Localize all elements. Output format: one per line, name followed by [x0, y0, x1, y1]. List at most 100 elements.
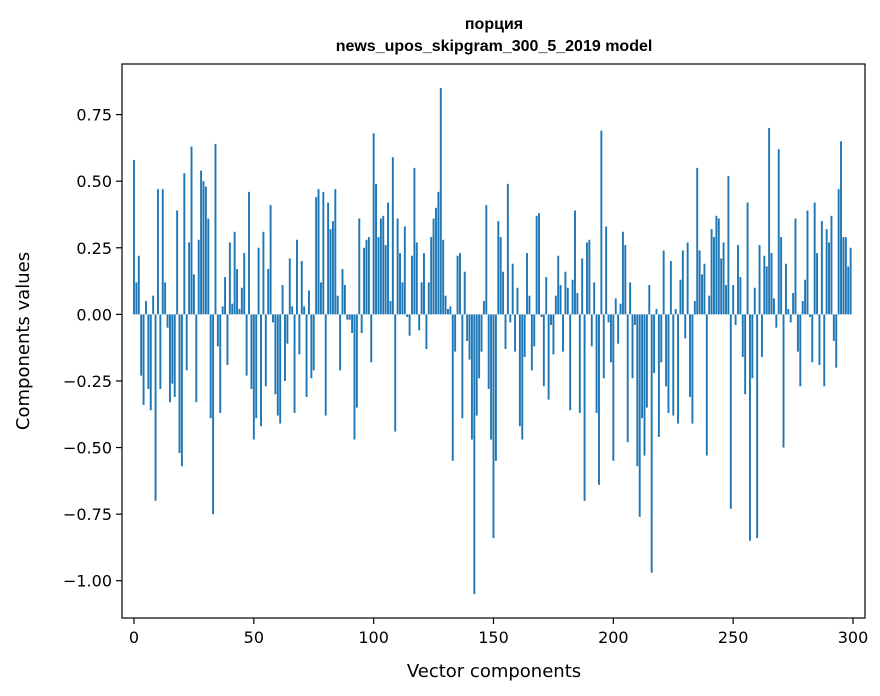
bar-237 — [701, 274, 703, 315]
bar-100 — [372, 133, 375, 315]
bar-232 — [689, 314, 691, 397]
bar-144 — [478, 314, 481, 379]
bar-286 — [818, 314, 821, 365]
bar-35 — [216, 314, 219, 347]
bar-161 — [518, 314, 521, 427]
bar-36 — [219, 314, 222, 413]
bar-149 — [490, 314, 493, 440]
bar-221 — [662, 250, 665, 315]
bar-185 — [576, 293, 579, 315]
bar-series — [133, 87, 852, 595]
bar-4 — [142, 314, 145, 405]
bar-293 — [835, 314, 838, 368]
bar-164 — [526, 253, 529, 315]
bar-12 — [161, 189, 164, 315]
bar-296 — [842, 237, 845, 315]
bar-58 — [272, 314, 274, 323]
bar-261 — [758, 245, 761, 315]
bar-204 — [621, 231, 624, 315]
bar-265 — [768, 127, 771, 315]
bar-254 — [741, 314, 744, 357]
bar-239 — [705, 314, 708, 456]
bar-103 — [379, 218, 382, 315]
bar-218 — [655, 309, 658, 315]
bar-280 — [804, 279, 807, 315]
bar-195 — [600, 130, 603, 315]
bar-74 — [310, 314, 313, 379]
bar-61 — [279, 314, 282, 424]
bar-101 — [375, 183, 378, 315]
y-axis-ticks: −1.00 −0.75 −0.50 −0.25 0.00 0.25 0.50 0.75 — [63, 106, 122, 591]
bar-225 — [672, 314, 675, 416]
x-tick-label: 200 — [598, 628, 629, 647]
bar-73 — [307, 290, 310, 315]
bar-23 — [188, 242, 191, 315]
bar-166 — [530, 314, 533, 371]
bar-71 — [303, 306, 306, 315]
bar-250 — [732, 285, 735, 315]
bar-55 — [264, 314, 267, 387]
bar-138 — [463, 271, 466, 315]
bar-181 — [566, 287, 569, 315]
bar-120 — [420, 282, 423, 315]
bar-217 — [653, 314, 656, 373]
bar-87 — [341, 269, 344, 315]
bar-270 — [780, 237, 783, 315]
bar-158 — [511, 263, 514, 315]
bar-159 — [514, 314, 517, 352]
bar-233 — [691, 314, 694, 424]
bar-213 — [643, 314, 646, 456]
bar-284 — [813, 202, 816, 315]
bar-151 — [494, 314, 497, 461]
bar-258 — [751, 314, 754, 379]
bar-198 — [607, 314, 610, 323]
bar-271 — [782, 314, 785, 448]
bar-167 — [533, 314, 536, 347]
bar-238 — [703, 263, 706, 315]
bar-72 — [305, 314, 308, 397]
bar-243 — [715, 215, 718, 315]
bar-210 — [636, 314, 639, 467]
bar-91 — [351, 314, 354, 334]
bar-9 — [154, 314, 157, 501]
bar-52 — [257, 247, 260, 315]
bar-145 — [480, 314, 483, 352]
bar-268 — [775, 314, 778, 328]
bar-201 — [614, 298, 617, 315]
bar-135 — [456, 255, 459, 315]
bar-13 — [164, 282, 167, 315]
bar-59 — [274, 314, 277, 395]
bar-86 — [339, 314, 342, 371]
bar-1 — [135, 282, 138, 315]
bar-175 — [552, 314, 555, 355]
bar-54 — [262, 231, 265, 315]
bar-154 — [502, 271, 505, 315]
bar-28 — [200, 170, 203, 315]
bar-133 — [451, 314, 454, 461]
x-axis-label: Vector components — [407, 661, 581, 682]
bar-242 — [713, 237, 715, 315]
bar-110 — [396, 218, 399, 315]
bar-219 — [657, 314, 660, 437]
bar-269 — [777, 149, 780, 315]
bar-146 — [482, 301, 485, 315]
bar-292 — [832, 314, 835, 341]
bar-234 — [693, 301, 696, 315]
bar-240 — [708, 295, 711, 315]
bar-114 — [406, 314, 409, 318]
bar-216 — [650, 314, 653, 573]
bar-42 — [233, 231, 236, 315]
bar-222 — [665, 314, 668, 387]
y-tick-label: 0.00 — [76, 305, 112, 324]
bar-67 — [293, 314, 296, 413]
bar-263 — [763, 255, 766, 315]
bar-245 — [720, 258, 723, 315]
bar-273 — [787, 309, 790, 315]
bar-83 — [331, 221, 334, 315]
bar-2 — [137, 255, 140, 315]
bar-244 — [717, 218, 720, 315]
bar-95 — [360, 314, 363, 334]
bar-124 — [430, 237, 433, 315]
